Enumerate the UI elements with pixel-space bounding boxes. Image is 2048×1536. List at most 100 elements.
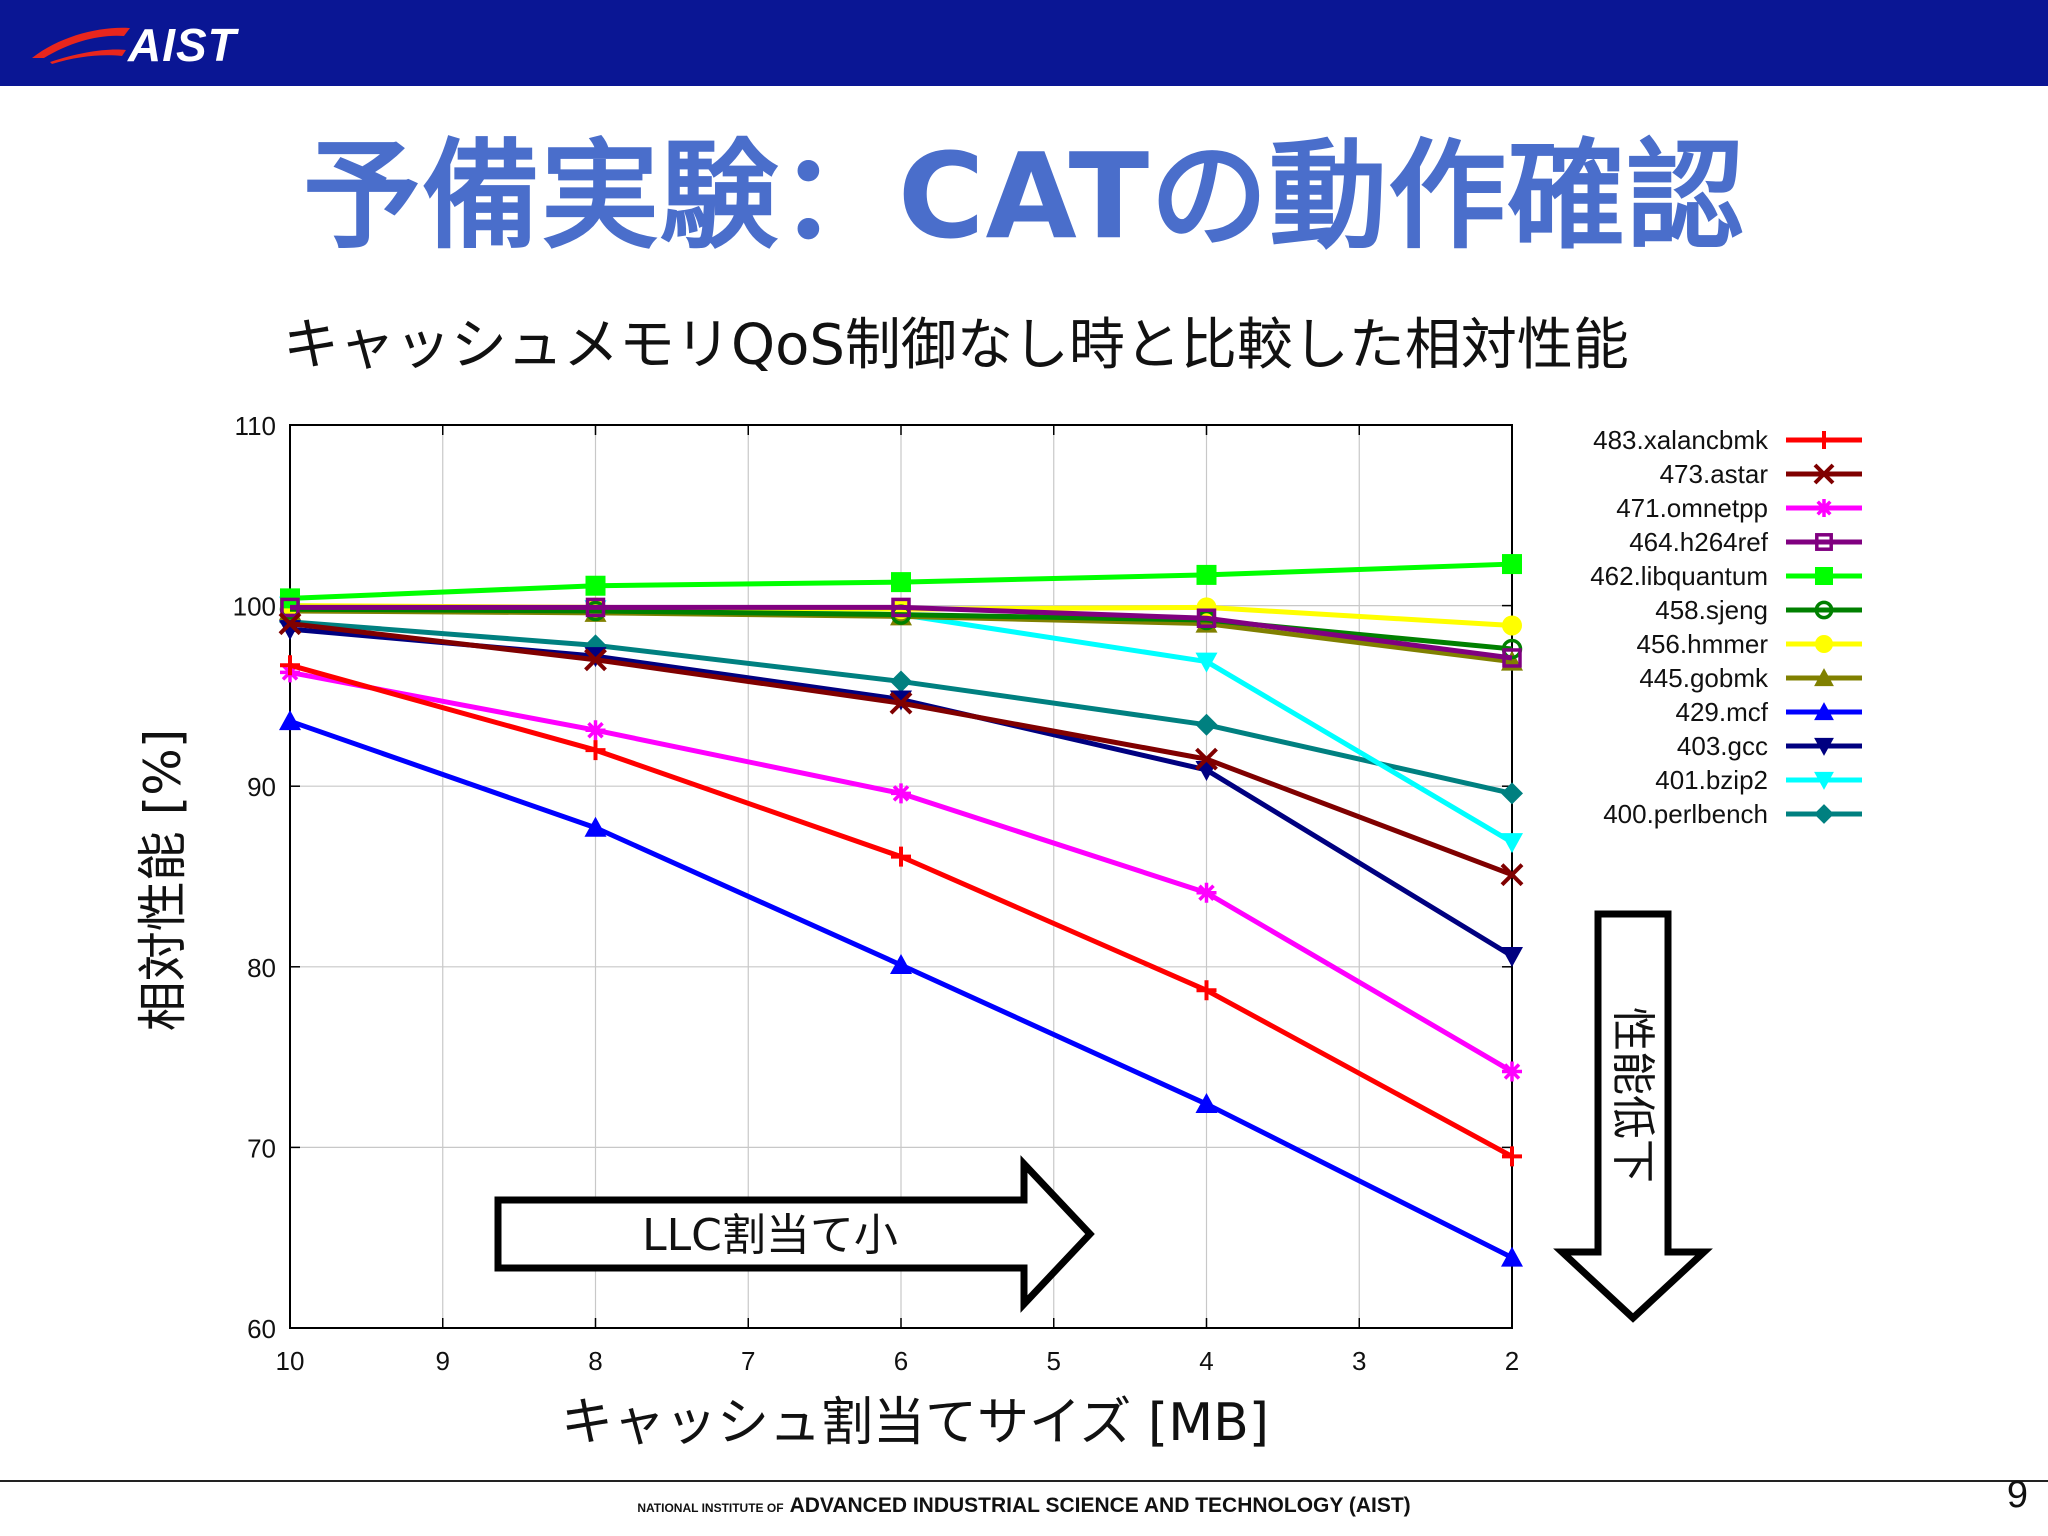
llc-arrow-label: LLC割当て小 — [642, 1210, 898, 1261]
data-point — [1195, 1093, 1218, 1114]
legend-label: 403.gcc — [1677, 731, 1768, 761]
footer-divider — [0, 1480, 2048, 1482]
data-point — [280, 597, 300, 618]
aist-logo-icon — [32, 27, 130, 64]
data-point — [280, 655, 300, 676]
y-tick-label: 80 — [247, 953, 276, 983]
data-point — [279, 710, 301, 731]
data-point — [891, 597, 911, 618]
chart-grid — [290, 425, 1512, 1328]
x-tick-label: 4 — [1199, 1346, 1213, 1376]
perf-arrow-label: 性能低下 — [1607, 1007, 1658, 1183]
footer-main-text: ADVANCED INDUSTRIAL SCIENCE AND TECHNOLO… — [789, 1494, 1411, 1517]
x-tick-label: 9 — [436, 1346, 450, 1376]
data-point — [1815, 431, 1833, 449]
legend-entry: 458.sjeng — [1655, 595, 1862, 625]
legend-entry: 473.astar — [1660, 459, 1862, 489]
data-point — [1814, 600, 1834, 620]
y-tick-label: 60 — [247, 1314, 276, 1344]
legend-label: 471.omnetpp — [1616, 493, 1768, 523]
data-point — [890, 953, 912, 974]
series-473-astar — [278, 612, 1524, 887]
data-point — [1814, 737, 1834, 756]
data-point — [1196, 564, 1217, 585]
data-point — [1815, 533, 1833, 551]
x-tick-label: 5 — [1047, 1346, 1061, 1376]
legend-label: 473.astar — [1660, 459, 1769, 489]
y-tick-label: 110 — [235, 411, 276, 441]
series-483-xalancbmk — [280, 655, 1522, 1167]
slide-title: 予備実験：CATの動作確認 — [302, 127, 1746, 265]
data-point — [1813, 463, 1835, 485]
legend-entry: 462.libquantum — [1590, 561, 1862, 591]
legend-entry: 400.perlbench — [1603, 799, 1862, 829]
data-point — [1195, 713, 1218, 736]
data-point — [1501, 782, 1523, 805]
legend-entry: 456.hmmer — [1637, 629, 1862, 659]
data-point — [1502, 615, 1522, 636]
logo-text: AIST — [128, 19, 237, 71]
data-point — [1196, 882, 1217, 903]
y-tick-label: 70 — [247, 1133, 276, 1163]
data-point — [1502, 554, 1522, 575]
data-point — [1196, 980, 1217, 1001]
page-number: 9 — [2006, 1474, 2028, 1516]
y-axis-label: 相対性能 [%] — [134, 729, 192, 1031]
data-point — [1196, 608, 1217, 628]
footer-small-text: NATIONAL INSTITUTE OF — [637, 1501, 784, 1515]
legend-label: 456.hmmer — [1637, 629, 1769, 659]
data-point — [1195, 652, 1218, 673]
legend-entry: 471.omnetpp — [1616, 493, 1862, 523]
data-point — [585, 597, 606, 618]
x-tick-label: 6 — [894, 1346, 908, 1376]
y-tick-label: 90 — [247, 772, 276, 802]
data-point — [584, 648, 607, 672]
x-tick-label: 3 — [1352, 1346, 1366, 1376]
legend-label: 429.mcf — [1676, 697, 1769, 727]
data-point — [1501, 1246, 1523, 1267]
data-point — [585, 740, 606, 761]
data-point — [1502, 1061, 1522, 1082]
data-point — [1815, 499, 1833, 517]
data-point — [1815, 635, 1833, 653]
legend-entry: 401.bzip2 — [1655, 765, 1862, 795]
legend-entry: 464.h264ref — [1629, 527, 1862, 557]
perf-arrow: 性能低下 — [1553, 910, 1713, 1323]
legend-entry: 483.xalancbmk — [1593, 425, 1862, 455]
legend-label: 458.sjeng — [1655, 595, 1768, 625]
data-point — [1814, 668, 1834, 687]
data-point — [891, 783, 911, 804]
data-point — [1500, 863, 1524, 887]
data-point — [1502, 1146, 1522, 1167]
legend-label: 445.gobmk — [1639, 663, 1769, 693]
chart-ticks: 60 70 80 90 100 110 10 9 8 7 6 5 4 3 2 — [233, 411, 1520, 1376]
data-point — [584, 816, 607, 837]
legend-label: 483.xalancbmk — [1593, 425, 1769, 455]
series-462-libquantum — [280, 554, 1522, 609]
series-429-mcf — [279, 710, 1523, 1267]
data-point — [585, 720, 606, 741]
right-arrow-icon — [494, 1155, 1095, 1313]
data-point — [1814, 804, 1834, 824]
data-point — [278, 612, 302, 636]
series-464-h264ref — [280, 597, 1522, 668]
footer-text: NATIONAL INSTITUTE OF ADVANCED INDUSTRIAL… — [0, 1494, 2048, 1518]
series-line — [290, 604, 1513, 661]
data-point — [1501, 946, 1523, 967]
data-point — [1814, 771, 1834, 790]
legend-label: 464.h264ref — [1629, 527, 1769, 557]
y-tick-label: 100 — [233, 592, 276, 622]
x-tick-label: 8 — [588, 1346, 602, 1376]
data-point — [891, 846, 911, 867]
data-point — [891, 572, 911, 593]
legend-label: 401.bzip2 — [1655, 765, 1768, 795]
data-point — [889, 691, 913, 715]
down-arrow-icon — [1553, 910, 1713, 1323]
x-axis-label: キャッシュ割当てサイズ [MB] — [561, 1393, 1269, 1453]
legend-entry: 403.gcc — [1677, 731, 1862, 761]
header-bar — [0, 0, 2048, 86]
data-point — [1814, 702, 1834, 721]
legend-label: 400.perlbench — [1603, 799, 1768, 829]
data-point — [890, 670, 912, 693]
